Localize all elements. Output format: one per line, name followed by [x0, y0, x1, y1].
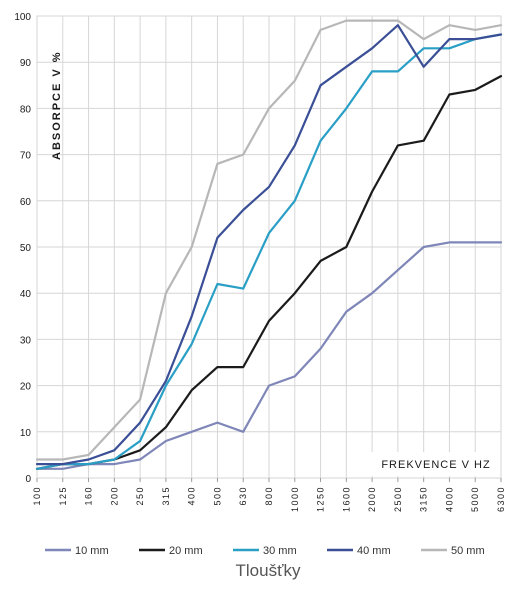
x-tick-label: 800: [264, 486, 274, 506]
x-axis-label: FREKVENCE V HZ: [381, 459, 490, 471]
x-tick-label: 400: [187, 486, 197, 506]
legend-label: 40 mm: [357, 545, 391, 557]
y-tick-label: 80: [20, 104, 32, 115]
x-tick-label: 100: [32, 486, 42, 506]
legend-label: 50 mm: [451, 545, 485, 557]
x-tick-label: 200: [109, 486, 119, 506]
x-tick-label: 3150: [419, 486, 429, 512]
y-tick-label: 30: [20, 335, 32, 346]
series-line: [35, 19, 503, 461]
x-axis-label-bg: [368, 452, 500, 476]
x-tick-label: 250: [135, 486, 145, 506]
y-tick-label: 70: [20, 151, 32, 162]
x-tick-label: 315: [161, 486, 171, 506]
y-tick-label: 20: [20, 382, 32, 393]
series-lines: [35, 19, 503, 470]
x-tick-label: 1250: [316, 486, 326, 512]
x-tick-label: 1000: [290, 486, 300, 512]
y-tick-label: 50: [20, 243, 32, 254]
y-tick-label: 10: [20, 428, 32, 439]
legend-label: 30 mm: [263, 545, 297, 557]
y-tick-label: 60: [20, 197, 32, 208]
y-tick-label: 0: [25, 474, 31, 485]
series-line: [35, 33, 503, 470]
x-tick-label: 630: [238, 486, 248, 506]
legend: 10 mm 20 mm 30 mm 40 mm 50 mm: [45, 545, 485, 557]
x-tick-labels: 100 125 160 200 250 315 400 500 630 800 1000 1250 16…: [32, 486, 506, 512]
x-tick-label: 125: [58, 486, 68, 506]
y-axis-label: ABSORPCE V %: [51, 50, 63, 160]
x-tick-label: 500: [212, 486, 222, 506]
legend-label: 20 mm: [169, 545, 203, 557]
series-line: [35, 241, 503, 470]
x-tick-label: 160: [84, 486, 94, 506]
x-tick-label: 2500: [393, 486, 403, 512]
y-tick-label: 100: [14, 12, 31, 23]
x-tick-label: 4000: [444, 486, 454, 512]
x-tick-label: 1600: [341, 486, 351, 512]
series-line: [35, 24, 503, 466]
y-tick-label: 40: [20, 289, 32, 300]
x-tick-label: 5000: [470, 486, 480, 512]
y-tick-label: 90: [20, 58, 32, 69]
legend-title: Tloušťky: [236, 561, 301, 580]
x-tick-label: 6300: [496, 486, 506, 512]
legend-label: 10 mm: [75, 545, 109, 557]
x-tick-label: 2000: [367, 486, 377, 512]
y-tick-labels: 0 10 20 30 40 50 60 70 80 90 100: [14, 12, 31, 485]
